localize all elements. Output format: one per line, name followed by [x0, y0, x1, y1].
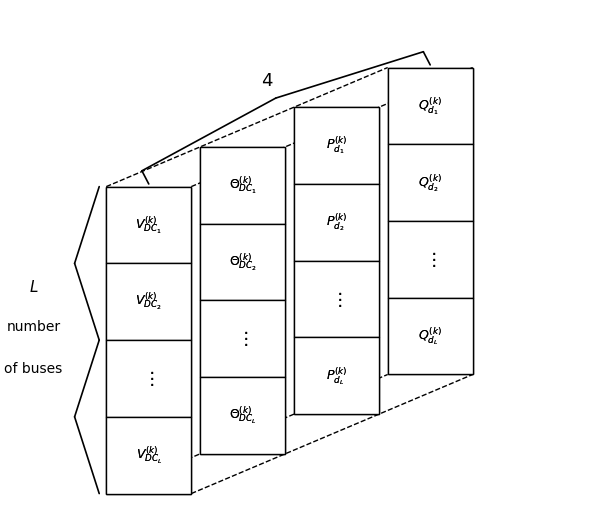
Bar — [106, 340, 191, 417]
Bar — [388, 144, 473, 221]
Text: $\vdots$: $\vdots$ — [143, 369, 155, 388]
Text: $Q_{d_2}^{(k)}$: $Q_{d_2}^{(k)}$ — [418, 172, 442, 194]
Bar — [106, 187, 191, 263]
Text: $Q_{d_1}^{(k)}$: $Q_{d_1}^{(k)}$ — [418, 95, 442, 117]
Bar — [294, 184, 379, 261]
Bar — [200, 223, 285, 301]
Text: $Q_{d_L}^{(k)}$: $Q_{d_L}^{(k)}$ — [418, 325, 442, 347]
Bar — [294, 261, 379, 337]
Text: $\vdots$: $\vdots$ — [331, 289, 342, 309]
Bar — [294, 261, 379, 337]
Bar — [388, 298, 473, 375]
Text: $\Theta_{DC_1}^{(k)}$: $\Theta_{DC_1}^{(k)}$ — [228, 175, 256, 196]
Text: $Q_{d_L}^{(k)}$: $Q_{d_L}^{(k)}$ — [418, 325, 442, 347]
Bar — [200, 147, 285, 223]
Bar — [388, 298, 473, 375]
Text: number: number — [7, 320, 61, 334]
Bar — [106, 340, 191, 417]
Text: $V_{DC_2}^{(k)}$: $V_{DC_2}^{(k)}$ — [135, 291, 162, 312]
Text: $V_{DC_L}^{(k)}$: $V_{DC_L}^{(k)}$ — [136, 445, 162, 466]
Text: $Q_{d_2}^{(k)}$: $Q_{d_2}^{(k)}$ — [418, 172, 442, 194]
Text: $\Theta_{DC_2}^{(k)}$: $\Theta_{DC_2}^{(k)}$ — [228, 252, 256, 272]
Bar — [294, 107, 379, 184]
Bar — [388, 221, 473, 298]
Text: of buses: of buses — [4, 362, 62, 376]
Bar — [294, 107, 379, 184]
Text: 4: 4 — [261, 72, 273, 90]
Text: $\Theta_{DC_L}^{(k)}$: $\Theta_{DC_L}^{(k)}$ — [228, 405, 256, 426]
Bar — [388, 144, 473, 221]
Text: $\vdots$: $\vdots$ — [237, 329, 248, 348]
Bar — [200, 377, 285, 454]
Bar — [294, 337, 379, 414]
Text: $\Theta_{DC_L}^{(k)}$: $\Theta_{DC_L}^{(k)}$ — [228, 405, 256, 426]
Bar — [106, 417, 191, 494]
Text: $P_{d_1}^{(k)}$: $P_{d_1}^{(k)}$ — [325, 135, 347, 156]
Bar — [106, 417, 191, 494]
Text: $P_{d_2}^{(k)}$: $P_{d_2}^{(k)}$ — [325, 212, 347, 233]
Text: $Q_{d_1}^{(k)}$: $Q_{d_1}^{(k)}$ — [418, 95, 442, 117]
Text: $V_{DC_L}^{(k)}$: $V_{DC_L}^{(k)}$ — [136, 445, 162, 466]
Bar — [388, 68, 473, 144]
Text: $\vdots$: $\vdots$ — [425, 250, 436, 269]
Bar — [294, 337, 379, 414]
Bar — [106, 263, 191, 340]
Text: $P_{d_2}^{(k)}$: $P_{d_2}^{(k)}$ — [325, 212, 347, 233]
Text: $\Theta_{DC_1}^{(k)}$: $\Theta_{DC_1}^{(k)}$ — [228, 175, 256, 196]
Text: $\vdots$: $\vdots$ — [331, 289, 342, 309]
Text: $\vdots$: $\vdots$ — [143, 369, 155, 388]
Bar — [200, 301, 285, 377]
Text: $P_{d_L}^{(k)}$: $P_{d_L}^{(k)}$ — [325, 365, 347, 387]
Bar — [106, 263, 191, 340]
Text: $V_{DC_1}^{(k)}$: $V_{DC_1}^{(k)}$ — [135, 214, 162, 236]
Bar — [106, 187, 191, 263]
Text: $P_{d_L}^{(k)}$: $P_{d_L}^{(k)}$ — [325, 365, 347, 387]
Bar — [388, 221, 473, 298]
Text: $\vdots$: $\vdots$ — [425, 250, 436, 269]
Text: $\vdots$: $\vdots$ — [237, 329, 248, 348]
Bar — [200, 377, 285, 454]
Bar — [200, 301, 285, 377]
Text: $L$: $L$ — [28, 279, 38, 295]
Bar — [388, 68, 473, 144]
Bar — [200, 147, 285, 223]
Bar — [200, 223, 285, 301]
Text: $V_{DC_1}^{(k)}$: $V_{DC_1}^{(k)}$ — [135, 214, 162, 236]
Text: $P_{d_1}^{(k)}$: $P_{d_1}^{(k)}$ — [325, 135, 347, 156]
Text: $\Theta_{DC_2}^{(k)}$: $\Theta_{DC_2}^{(k)}$ — [228, 252, 256, 272]
Bar — [294, 184, 379, 261]
Text: $V_{DC_2}^{(k)}$: $V_{DC_2}^{(k)}$ — [135, 291, 162, 312]
